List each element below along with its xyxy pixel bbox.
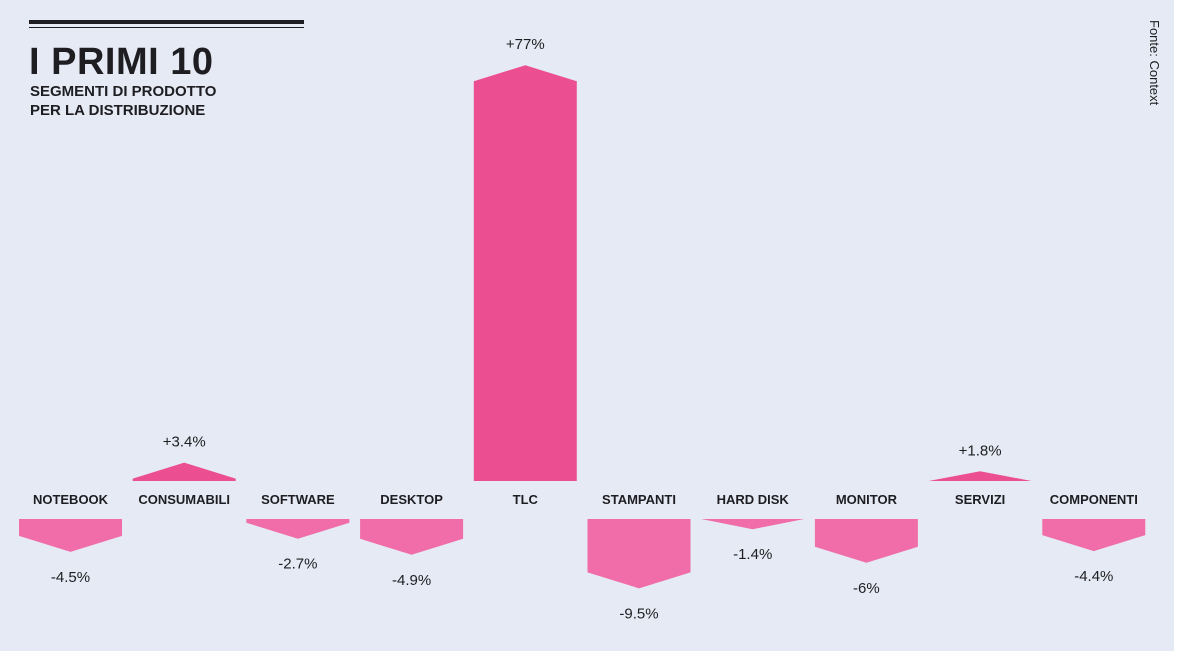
chart-title: I PRIMI 10 <box>29 41 214 83</box>
category-label: CONSUMABILI <box>138 492 230 507</box>
category-label: COMPONENTI <box>1050 492 1138 507</box>
value-label: -2.7% <box>278 556 317 573</box>
category-label: HARD DISK <box>717 492 790 507</box>
value-label: +3.4% <box>163 434 206 451</box>
value-label: -4.5% <box>51 569 90 586</box>
category-label: SOFTWARE <box>261 492 335 507</box>
bar-consumabili <box>132 462 236 481</box>
title-rule-thick <box>29 20 304 24</box>
value-label: +77% <box>506 36 545 53</box>
value-label: -9.5% <box>619 605 658 622</box>
value-label: -1.4% <box>733 546 772 563</box>
bar-servizi <box>928 471 1032 481</box>
bar-desktop <box>360 519 464 555</box>
chart-subtitle: SEGMENTI DI PRODOTTO PER LA DISTRIBUZION… <box>30 82 216 120</box>
category-label: NOTEBOOK <box>33 492 109 507</box>
subtitle-line-1: SEGMENTI DI PRODOTTO <box>30 83 217 100</box>
category-label: DESKTOP <box>380 492 443 507</box>
bar-stampanti <box>587 519 691 589</box>
value-label: -4.4% <box>1074 568 1113 585</box>
category-label: TLC <box>513 492 539 507</box>
title-rule-thin <box>29 27 304 28</box>
value-label: -6% <box>853 580 880 597</box>
value-label: +1.8% <box>959 442 1002 459</box>
bar-notebook <box>19 519 122 552</box>
value-label: -4.9% <box>392 572 431 589</box>
category-label: STAMPANTI <box>602 492 676 507</box>
bar-tlc <box>473 65 577 481</box>
bar-monitor <box>814 519 918 563</box>
bar-software <box>246 519 350 539</box>
category-label: SERVIZI <box>955 492 1005 507</box>
subtitle-line-2: PER LA DISTRIBUZIONE <box>30 102 206 119</box>
bar-hard-disk <box>701 519 805 530</box>
bar-componenti <box>1042 519 1146 552</box>
category-label: MONITOR <box>836 492 898 507</box>
